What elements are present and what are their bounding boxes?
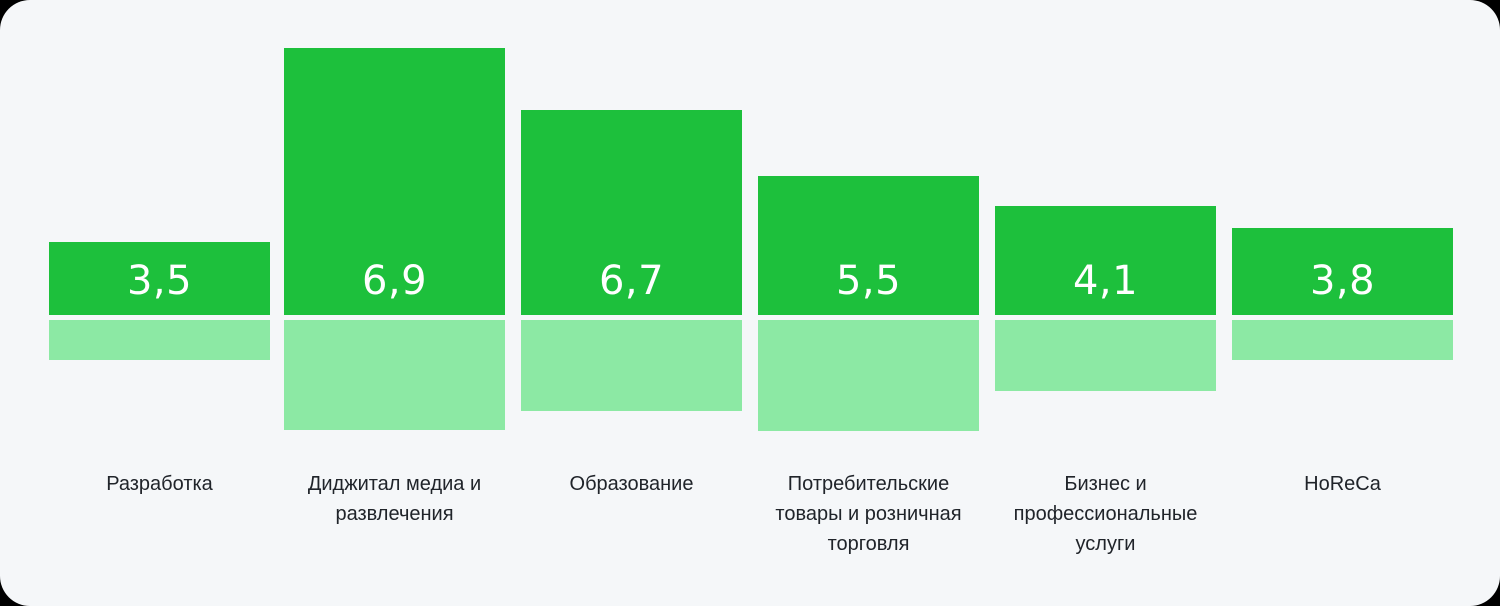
bar-lower-segment: [1232, 320, 1453, 360]
category-label: Образование: [492, 469, 772, 499]
bar-column: 3,5 Разработка: [49, 0, 270, 606]
bar-lower-segment: [49, 320, 270, 360]
bar-lower-segment: [758, 320, 979, 431]
bar-upper-segment: 6,9: [284, 48, 505, 315]
bar-upper-segment: 3,5: [49, 242, 270, 315]
bar-value-label: 4,1: [1072, 258, 1139, 304]
bar-column: 4,1 Бизнес и профессиональные услуги: [995, 0, 1216, 606]
category-label: HoReCa: [1203, 469, 1483, 499]
category-label-line: Образование: [569, 473, 694, 495]
category-label-line: развлечения: [335, 503, 454, 525]
category-label-line: Разработка: [106, 473, 213, 495]
category-label-line: товары и розничная: [775, 503, 962, 525]
category-label-line: Диджитал медиа и: [307, 473, 482, 495]
bar-value-label: 6,9: [361, 258, 428, 304]
bar-upper-segment: 3,8: [1232, 228, 1453, 315]
bar-value-label: 6,7: [598, 258, 665, 304]
bar-column: 3,8 HoReCa: [1232, 0, 1453, 606]
category-label-line: Бизнес и: [1064, 473, 1147, 495]
bar-lower-segment: [284, 320, 505, 430]
bar-column: 6,7 Образование: [521, 0, 742, 606]
bar-column: 6,9 Диджитал медиа и развлечения: [284, 0, 505, 606]
category-label-line: HoReCa: [1304, 473, 1381, 495]
bar-value-label: 5,5: [835, 258, 902, 304]
bar-column: 5,5 Потребительские товары и розничная торг…: [758, 0, 979, 606]
category-label: Диджитал медиа и развлечения: [255, 469, 535, 529]
category-label: Потребительские товары и розничная торговл…: [729, 469, 1009, 559]
bar-upper-segment: 4,1: [995, 206, 1216, 315]
bar-value-label: 3,5: [126, 258, 193, 304]
category-label-line: профессиональные: [1013, 503, 1198, 525]
bar-upper-segment: 5,5: [758, 176, 979, 315]
bar-lower-segment: [521, 320, 742, 411]
bar-upper-segment: 6,7: [521, 110, 742, 315]
category-label-line: услуги: [1075, 533, 1136, 555]
bar-lower-segment: [995, 320, 1216, 391]
category-label-line: торговля: [827, 533, 910, 555]
category-label: Разработка: [20, 469, 300, 499]
category-label-line: Потребительские: [787, 473, 950, 495]
bar-value-label: 3,8: [1309, 258, 1376, 304]
category-label: Бизнес и профессиональные услуги: [966, 469, 1246, 559]
